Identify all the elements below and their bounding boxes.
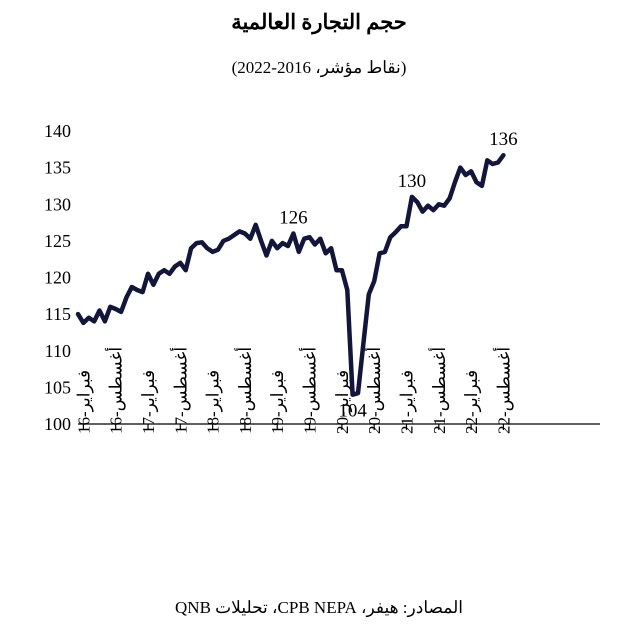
y-tick-label: 135 [44, 158, 71, 178]
x-tick-label: أغسطس-20 [363, 347, 385, 434]
source-note: المصادر: هيفر، CPB NEPA، تحليلات QNB [175, 598, 463, 617]
data-label: 104 [338, 401, 367, 422]
y-tick-label: 100 [44, 414, 71, 434]
x-tick-label: فبراير-19 [268, 370, 288, 434]
y-tick-label: 105 [44, 377, 71, 397]
series-group [75, 152, 506, 397]
x-tick-labels: فبراير-16 أغسطس-16 فبراير-17 أغسطس-17 فبراير… [74, 347, 514, 434]
x-tick-label: فبراير-20 [333, 370, 353, 434]
y-tick-label: 115 [45, 304, 71, 324]
x-tick-label: أغسطس-16 [105, 347, 127, 434]
x-tick-label: فبراير-18 [204, 370, 224, 434]
x-tick-label: أغسطس-18 [234, 347, 256, 434]
annotations: 126 104 130 136 [279, 129, 518, 422]
series-line [75, 152, 506, 397]
y-tick-label: 110 [45, 341, 71, 361]
data-label: 126 [279, 208, 308, 229]
x-tick-label: أغسطس-22 [492, 347, 514, 434]
axes [78, 423, 600, 430]
x-tick-label: فبراير-21 [397, 370, 417, 434]
data-label: 130 [398, 171, 427, 192]
x-tick-label: فبراير-17 [139, 370, 159, 434]
x-tick-label: فبراير-16 [74, 370, 94, 434]
data-label: 136 [489, 129, 518, 150]
y-tick-label: 140 [44, 121, 71, 141]
x-tick-label: أغسطس-19 [299, 347, 321, 434]
x-tick-label: أغسطس-21 [428, 347, 450, 434]
y-tick-label: 130 [44, 194, 71, 214]
y-tick-label: 120 [44, 268, 71, 288]
y-tick-labels: 100 105 110 115 120 125 130 135 140 [44, 121, 71, 434]
chart-subtitle: (نقاط مؤشر، 2016-2022) [231, 58, 407, 77]
chart-title: حجم التجارة العالمية [231, 10, 407, 34]
x-tick-label: أغسطس-17 [169, 347, 191, 434]
x-tick-label: فبراير-22 [462, 370, 482, 434]
y-tick-label: 125 [44, 231, 71, 251]
